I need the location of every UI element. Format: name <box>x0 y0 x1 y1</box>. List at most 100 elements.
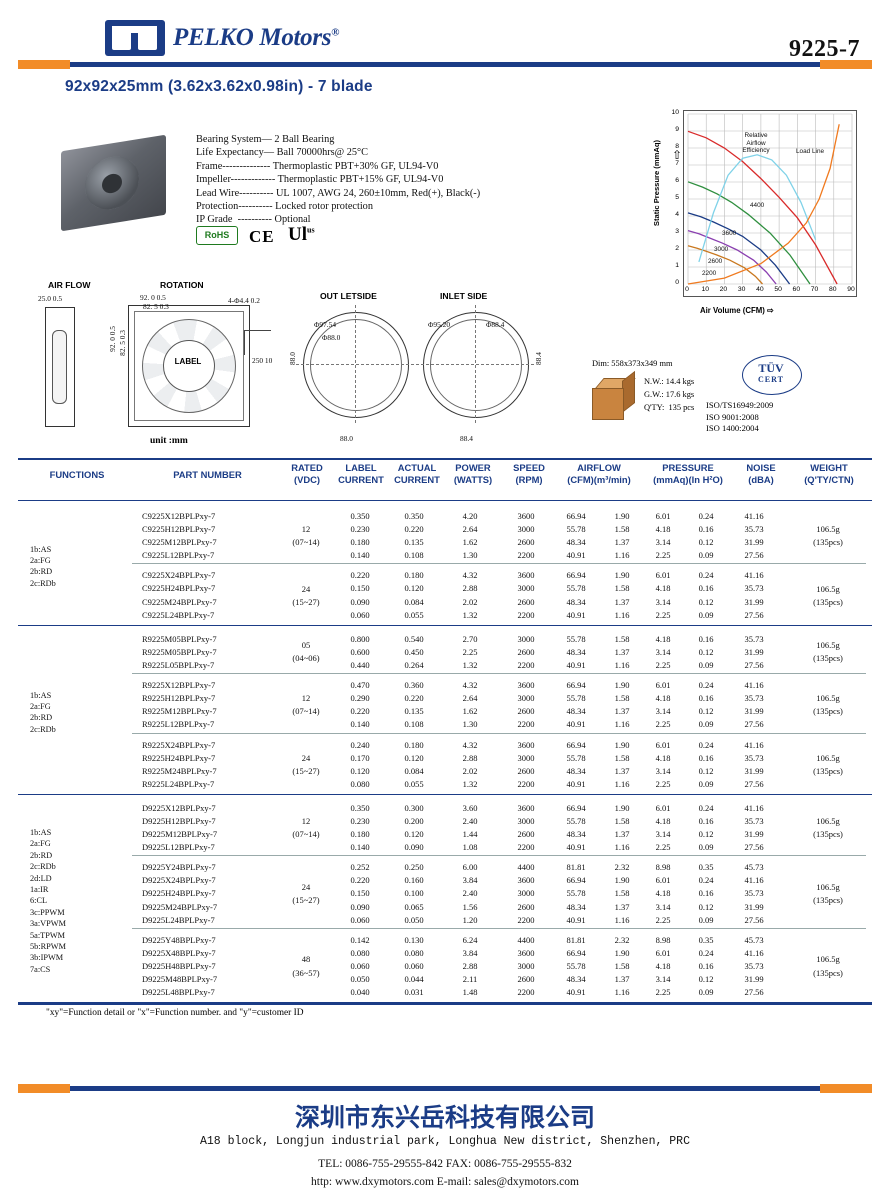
cell-airflow-cfm: 66.94 55.78 48.34 40.91 <box>566 739 586 789</box>
y-tick: 8 <box>675 143 679 150</box>
curve-label-2200: 2200 <box>702 270 717 277</box>
x-tick: 50 <box>774 286 782 293</box>
table-header-1: PART NUMBER <box>173 469 242 480</box>
table-header-6: SPEED <box>513 462 545 473</box>
cell-rated: 12 (07~14) <box>292 816 320 840</box>
cell-pressure-inh2o: 0.35 0.24 0.16 0.12 0.09 <box>698 862 714 925</box>
chart-svg: 4400 3600 3000 2600 2200 <box>687 113 853 285</box>
side-view-drawing <box>45 307 75 427</box>
cell-part-number: R9225X24BPLPxy-7 R9225H24BPLPxy-7 R9225M… <box>142 739 217 789</box>
front-view-lead-wire <box>244 330 271 355</box>
x-tick: 80 <box>828 286 837 293</box>
cell-part-number: C9225X12BPLPxy-7 C9225H12BPLPxy-7 C9225M… <box>142 511 217 561</box>
dim-inlet-big: Φ95.20 <box>428 320 451 329</box>
front-view-drawing <box>128 305 250 427</box>
specifications-list: Bearing System— 2 Ball Bearing Life Expe… <box>196 134 481 226</box>
cell-airflow-cfm: 81.81 66.94 55.78 48.34 40.91 <box>566 934 586 998</box>
dim-thickness: 25.0 0.5 <box>38 294 63 303</box>
table-header-sub-4: CURRENT <box>394 474 440 485</box>
x-tick: 0 <box>685 286 689 293</box>
cell-part-number: D9225Y24BPLPxy-7 D9225X24BPLPxy-7 D9225H… <box>142 862 218 925</box>
cell-power: 3.60 2.40 1.44 1.08 <box>462 802 478 853</box>
outlet-inner-circle <box>310 319 402 411</box>
series-load-line <box>687 124 840 285</box>
cell-pressure-inh2o: 0.24 0.16 0.12 0.09 <box>698 739 714 789</box>
cell-label-current: 0.240 0.170 0.120 0.080 <box>350 739 370 789</box>
cell-pressure-mmaq: 6.01 4.18 3.14 2.25 <box>655 802 671 853</box>
cell-speed: 3000 2600 2200 <box>517 633 535 670</box>
series-2600 <box>687 229 777 285</box>
cell-airflow-m3: 1.90 1.58 1.37 1.16 <box>614 739 630 789</box>
table-header-sub-9: (dBA) <box>748 474 774 485</box>
group-divider <box>18 793 872 796</box>
air-flow-label: AIR FLOW <box>48 280 91 290</box>
x-tick: 40 <box>756 286 764 293</box>
inlet-side-label: INLET SIDE <box>440 291 488 301</box>
annotation-load-line: Load Line <box>796 148 825 155</box>
cell-part-number: R9225X12BPLPxy-7 R9225H12BPLPxy-7 R9225M… <box>142 680 217 730</box>
table-header-bottom-border <box>18 500 872 502</box>
dim-width-outer: 92. 0 0.5 <box>140 293 166 302</box>
header-accent-left <box>18 60 70 69</box>
model-number: 9225-7 <box>789 36 860 62</box>
carton-weights: N.W.: 14.4 kgs <box>644 376 694 389</box>
table-header-sub-2: (VDC) <box>293 474 321 485</box>
cell-pressure-inh2o: 0.35 0.24 0.16 0.12 0.09 <box>698 934 714 998</box>
carton-box-icon <box>592 370 636 422</box>
cell-rated: 24 (15~27) <box>292 583 320 607</box>
block-divider <box>132 732 866 734</box>
cell-pressure-mmaq: 6.01 4.18 3.14 2.25 <box>655 739 671 789</box>
inlet-inner-circle <box>430 319 522 411</box>
company-name-cn: 深圳市东兴岳科技有限公司 <box>294 1105 595 1132</box>
cell-weight: 106.5g (135pcs) <box>813 954 843 978</box>
group-divider <box>18 624 872 626</box>
cell-airflow-m3: 2.32 1.90 1.58 1.37 1.16 <box>614 862 630 925</box>
carton-nw: N.W.: 14.4 kgs <box>644 377 695 386</box>
pelko-logo-icon <box>105 20 165 56</box>
cell-rated: 24 (15~27) <box>292 881 320 906</box>
cell-weight: 106.5g (135pcs) <box>813 583 843 607</box>
cell-pressure-inh2o: 0.16 0.12 0.09 <box>698 633 714 670</box>
arrow-right-icon: ⇨ <box>767 306 774 315</box>
cell-actual-current: 0.300 0.200 0.120 0.090 <box>404 802 424 853</box>
arrow-up-icon: ⇧ <box>672 148 683 162</box>
header-accent-right <box>820 60 872 69</box>
cell-rated: 12 (07~14) <box>292 693 320 717</box>
cell-actual-current: 0.130 0.080 0.060 0.044 0.031 <box>404 934 424 998</box>
block-divider <box>132 855 866 857</box>
ul-text: Ul <box>288 224 307 245</box>
cell-airflow-m3: 1.90 1.58 1.37 1.16 <box>614 511 630 561</box>
block-divider <box>132 563 866 565</box>
table-header-sub-10: (Q'TY/CTN) <box>804 474 854 485</box>
cell-actual-current: 0.540 0.450 0.264 <box>404 633 424 670</box>
cell-airflow-m3: 1.58 1.37 1.16 <box>614 633 630 670</box>
cell-actual-current: 0.350 0.220 0.135 0.108 <box>404 511 424 561</box>
cell-pressure-inh2o: 0.24 0.16 0.12 0.09 <box>698 511 714 561</box>
company-phone: TEL: 0086-755-29555-842 FAX: 0086-755-29… <box>318 1158 572 1170</box>
dim-outlet-big: Φ97.54 <box>314 320 337 329</box>
dim-width-pitch: 82. 5 0.3 <box>143 302 169 311</box>
table-header-0: FUNCTIONS <box>49 469 105 480</box>
chart-x-axis-label: Air Volume (CFM) ⇨ <box>700 306 774 315</box>
cell-actual-current: 0.250 0.160 0.100 0.065 0.050 <box>404 862 424 925</box>
table-header-8: PRESSURE <box>662 462 714 473</box>
front-view-inner-frame <box>134 311 244 421</box>
y-tick: 1 <box>675 262 679 269</box>
outlet-axis-v <box>355 305 356 423</box>
unit-note: unit :mm <box>150 436 188 446</box>
y-tick: 5 <box>675 194 679 201</box>
cell-part-number: D9225X12BPLPxy-7 D9225H12BPLPxy-7 D9225M… <box>142 802 218 853</box>
cell-noise: 41.16 35.73 31.99 27.56 <box>744 802 764 853</box>
cell-speed: 3600 3000 2600 2200 <box>517 739 535 789</box>
cell-pressure-inh2o: 0.24 0.16 0.12 0.09 <box>698 680 714 730</box>
inlet-axis-v <box>475 305 476 423</box>
series-relative-airflow-efficiency <box>698 154 817 263</box>
company-address: A18 block, Longjun industrial park, Long… <box>200 1135 690 1148</box>
cell-label-current: 0.350 0.230 0.180 0.140 <box>350 802 370 853</box>
ul-sup: us <box>307 225 315 235</box>
annotation-efficiency: Relative Airflow Efficiency <box>742 132 770 155</box>
outlet-side-label: OUT LETSIDE <box>320 291 377 301</box>
footer-accent-right <box>820 1084 872 1093</box>
dim-outlet-small: Φ88.0 <box>322 333 341 342</box>
cell-label-current: 0.220 0.150 0.090 0.060 <box>350 570 370 620</box>
